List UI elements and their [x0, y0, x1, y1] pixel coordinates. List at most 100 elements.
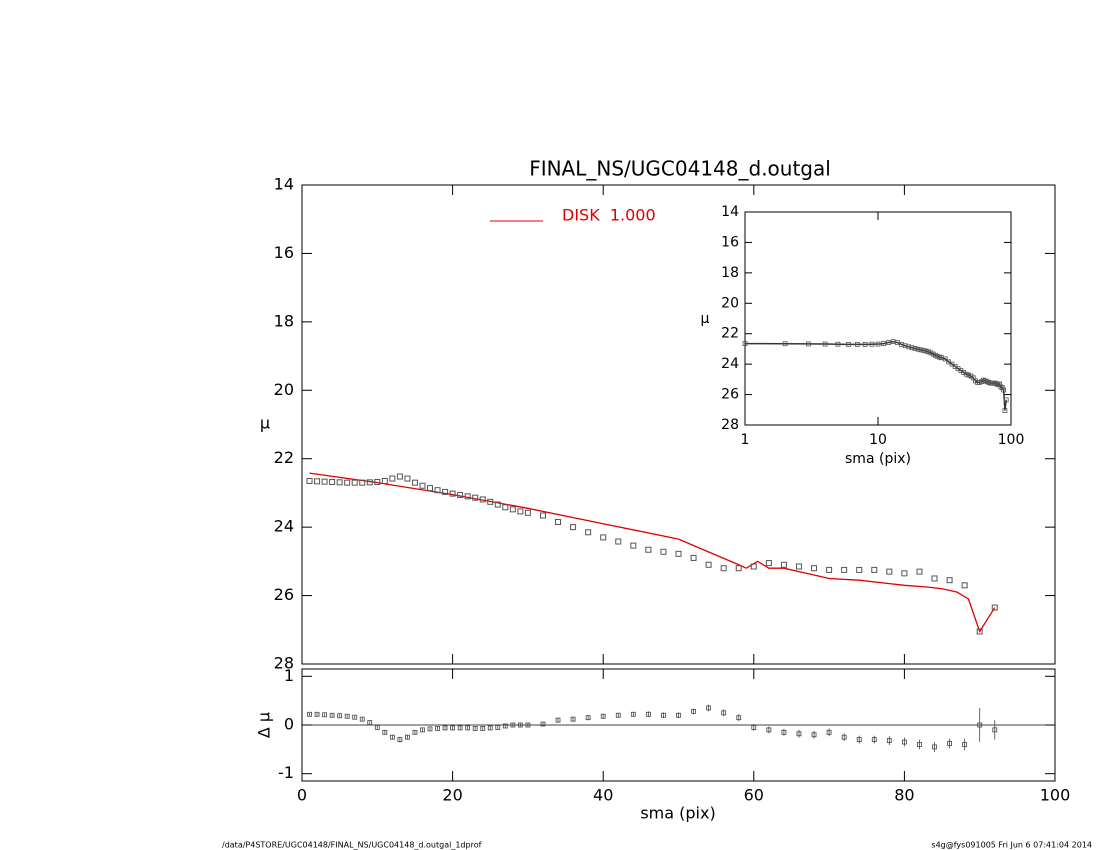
residual-point: [382, 729, 388, 735]
y-tick-label: 22: [274, 448, 294, 467]
y-tick-label: 24: [274, 517, 294, 536]
data-point: [780, 561, 787, 568]
footer-right: s4g@fys091005 Fri Jun 6 07:41:04 2014: [931, 841, 1092, 850]
residual-point: [992, 727, 998, 733]
inset-point: [1001, 387, 1007, 393]
data-point: [946, 577, 953, 584]
data-point: [321, 478, 328, 485]
data-point: [464, 493, 471, 500]
residual-point: [841, 734, 847, 740]
residual-point: [932, 744, 937, 750]
residual-point: [359, 716, 365, 722]
residual-point: [517, 722, 523, 728]
residual-point: [405, 734, 410, 740]
inset-y-tick-label: 26: [721, 387, 739, 403]
residual-point: [706, 705, 712, 711]
data-point: [351, 479, 358, 486]
data-point: [871, 566, 878, 573]
data-point: [434, 487, 441, 494]
x-tick-label: 0: [297, 786, 307, 805]
residual-point: [676, 712, 681, 718]
residual-point: [472, 726, 478, 731]
inset-point: [963, 371, 969, 377]
data-point: [539, 512, 546, 519]
data-point: [811, 565, 818, 572]
residual-point: [721, 710, 727, 716]
inset-point: [1002, 408, 1008, 413]
inset-point: [869, 341, 875, 347]
data-point: [472, 494, 479, 501]
inset-point: [1003, 397, 1009, 403]
data-point: [442, 488, 449, 495]
inset-point: [742, 341, 748, 347]
y-tick-label: 26: [274, 585, 294, 604]
data-point: [404, 475, 411, 482]
residual-point: [661, 712, 666, 718]
residual-point: [457, 725, 463, 731]
data-point: [795, 563, 802, 570]
data-point: [660, 548, 667, 555]
data-point: [359, 479, 366, 486]
data-point: [336, 479, 343, 486]
residual-point: [329, 712, 335, 718]
data-point: [735, 565, 742, 572]
inset-point: [854, 341, 860, 347]
residual-point: [337, 713, 343, 719]
data-point: [570, 524, 577, 531]
data-point: [494, 501, 501, 508]
inset-x-tick-label: 10: [869, 432, 887, 448]
residual-point: [525, 722, 531, 728]
inset-y-tick-label: 24: [721, 356, 739, 372]
residual-point: [962, 742, 968, 747]
inset-point: [881, 341, 886, 347]
inset-point: [835, 341, 841, 347]
residual-point: [322, 712, 327, 718]
residual-point: [420, 727, 425, 733]
residual-point: [465, 725, 471, 731]
data-point: [931, 575, 938, 582]
residual-point: [811, 732, 817, 738]
inset-point: [918, 347, 924, 353]
residual-point: [397, 737, 403, 743]
y-tick-label: 28: [274, 654, 294, 673]
data-point: [524, 509, 531, 516]
data-point: [675, 550, 682, 557]
inset-y-tick-label: 14: [721, 204, 739, 220]
residual-point: [450, 725, 456, 731]
residual-y-tick-label: 0: [284, 715, 294, 734]
inset-point: [942, 356, 948, 362]
residual-point: [751, 725, 757, 730]
chart-title: FINAL_NS/UGC04148_d.outgal: [529, 157, 831, 181]
residual-point: [435, 726, 440, 731]
data-point: [991, 604, 998, 611]
y-tick-label: 16: [274, 243, 294, 262]
residual-point: [977, 722, 983, 728]
residual-y-tick-label: 1: [284, 666, 294, 685]
residual-point: [886, 738, 892, 743]
residual-point: [314, 711, 320, 717]
residual-point: [495, 725, 501, 730]
residual-point: [917, 742, 922, 747]
residual-point: [412, 729, 418, 735]
inset-y-tick-label: 20: [721, 295, 739, 311]
residual-point: [615, 712, 621, 718]
data-point: [374, 478, 381, 485]
inset-point: [886, 340, 891, 345]
residual-y-tick-label: -1: [278, 763, 294, 782]
residual-point: [691, 708, 696, 714]
data-point: [630, 542, 637, 549]
residual-point: [367, 720, 373, 725]
residual-point: [871, 737, 877, 743]
residual-point: [502, 723, 508, 729]
x-axis-label: sma (pix): [640, 804, 715, 823]
inset-point: [822, 341, 828, 347]
residual-point: [947, 741, 952, 746]
data-point: [314, 478, 321, 485]
data-point: [600, 534, 607, 541]
data-point: [411, 479, 418, 486]
data-point: [449, 490, 456, 497]
residual-point: [585, 715, 591, 721]
data-point: [765, 560, 772, 567]
data-point: [690, 554, 697, 561]
